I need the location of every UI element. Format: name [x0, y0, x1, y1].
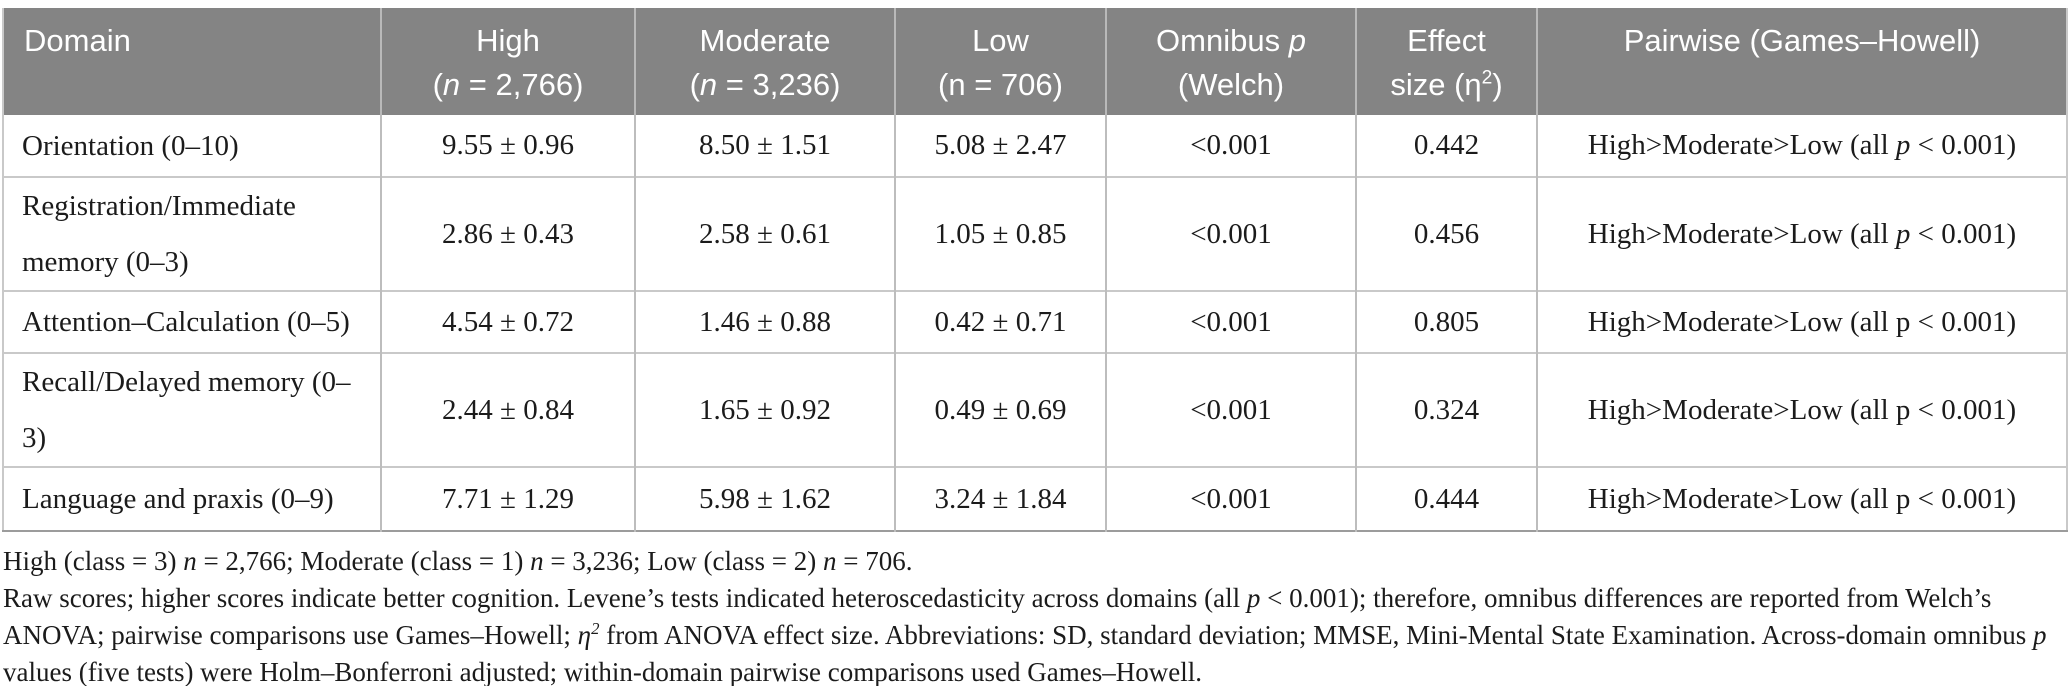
- omnibus-p-cell: <0.001: [1105, 290, 1356, 353]
- moderate-value-cell: 8.50 ± 1.51: [634, 115, 895, 177]
- domain-cell: Recall/Delayed memory (0–3): [3, 352, 381, 467]
- table-header: Domain High (n = 2,766) Moderate (n = 3,…: [3, 8, 2067, 115]
- pairwise-cell: High>Moderate>Low (all p < 0.001): [1536, 115, 2067, 177]
- table-row-language: Language and praxis (0–9) 7.71 ± 1.29 5.…: [3, 466, 2067, 531]
- table-row-recall: Recall/Delayed memory (0–3) 2.44 ± 0.84 …: [3, 352, 2067, 467]
- header-domain: Domain: [3, 8, 381, 115]
- high-value-cell: 2.86 ± 0.43: [380, 176, 635, 291]
- effect-size-cell: 0.805: [1355, 290, 1537, 353]
- mmse-domain-stats-table: Domain High (n = 2,766) Moderate (n = 3,…: [2, 8, 2068, 532]
- low-value-cell: 3.24 ± 1.84: [894, 466, 1106, 531]
- table-row-orientation: Orientation (0–10) 9.55 ± 0.96 8.50 ± 1.…: [3, 115, 2067, 177]
- domain-cell: Attention–Calculation (0–5): [3, 290, 381, 353]
- domain-cell: Registration/Immediate memory (0–3): [3, 176, 381, 291]
- header-pairwise: Pairwise (Games–Howell): [1536, 8, 2067, 115]
- pairwise-cell: High>Moderate>Low (all p < 0.001): [1536, 466, 2067, 531]
- high-value-cell: 7.71 ± 1.29: [380, 466, 635, 531]
- low-value-cell: 0.49 ± 0.69: [894, 352, 1106, 467]
- header-row: Domain High (n = 2,766) Moderate (n = 3,…: [3, 8, 2067, 115]
- table-body: Orientation (0–10) 9.55 ± 0.96 8.50 ± 1.…: [3, 115, 2067, 531]
- effect-size-cell: 0.324: [1355, 352, 1537, 467]
- omnibus-p-cell: <0.001: [1105, 466, 1356, 531]
- header-moderate: Moderate (n = 3,236): [634, 8, 895, 115]
- footnote-sample-sizes: High (class = 3) n = 2,766; Moderate (cl…: [3, 546, 913, 576]
- high-value-cell: 9.55 ± 0.96: [380, 115, 635, 177]
- header-omnibus-p: Omnibus p (Welch): [1105, 8, 1356, 115]
- pairwise-cell: High>Moderate>Low (all p < 0.001): [1536, 176, 2067, 291]
- moderate-value-cell: 1.46 ± 0.88: [634, 290, 895, 353]
- omnibus-p-cell: <0.001: [1105, 115, 1356, 177]
- header-low: Low (n = 706): [894, 8, 1106, 115]
- header-high: High (n = 2,766): [380, 8, 635, 115]
- table-container: Domain High (n = 2,766) Moderate (n = 3,…: [2, 8, 2068, 532]
- header-domain-label: Domain: [24, 23, 131, 58]
- low-value-cell: 1.05 ± 0.85: [894, 176, 1106, 291]
- header-effect-size: Effect size (η2): [1355, 8, 1537, 115]
- effect-size-cell: 0.444: [1355, 466, 1537, 531]
- omnibus-p-cell: <0.001: [1105, 352, 1356, 467]
- table-row-attention: Attention–Calculation (0–5) 4.54 ± 0.72 …: [3, 290, 2067, 353]
- domain-cell: Orientation (0–10): [22, 129, 239, 162]
- low-value-cell: 5.08 ± 2.47: [894, 115, 1106, 177]
- omnibus-p-cell: <0.001: [1105, 176, 1356, 291]
- high-value-cell: 2.44 ± 0.84: [380, 352, 635, 467]
- pairwise-cell: High>Moderate>Low (all p < 0.001): [1536, 352, 2067, 467]
- moderate-value-cell: 2.58 ± 0.61: [634, 176, 895, 291]
- domain-cell: Language and praxis (0–9): [3, 466, 381, 531]
- effect-size-cell: 0.456: [1355, 176, 1537, 291]
- table-row-registration: Registration/Immediate memory (0–3) 2.86…: [3, 176, 2067, 291]
- footnote-methods: Raw scores; higher scores indicate bette…: [3, 583, 2047, 686]
- pairwise-cell: High>Moderate>Low (all p < 0.001): [1536, 290, 2067, 353]
- low-value-cell: 0.42 ± 0.71: [894, 290, 1106, 353]
- effect-size-cell: 0.442: [1355, 115, 1537, 177]
- high-value-cell: 4.54 ± 0.72: [380, 290, 635, 353]
- table-footnotes: High (class = 3) n = 2,766; Moderate (cl…: [3, 543, 2064, 686]
- moderate-value-cell: 5.98 ± 1.62: [634, 466, 895, 531]
- moderate-value-cell: 1.65 ± 0.92: [634, 352, 895, 467]
